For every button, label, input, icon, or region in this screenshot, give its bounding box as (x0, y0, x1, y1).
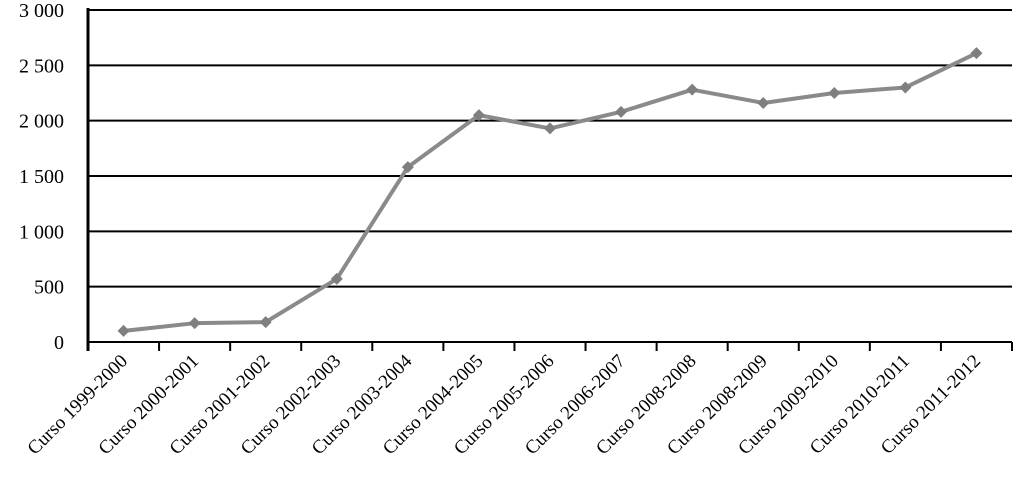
data-point-marker (615, 105, 628, 118)
data-point-marker (828, 87, 841, 99)
data-point-marker (330, 272, 343, 285)
data-point-marker (899, 81, 912, 94)
series-line (121, 51, 979, 333)
data-point-marker (757, 96, 770, 109)
y-axis-label: 1 500 (19, 166, 64, 188)
y-axis-label: 500 (34, 277, 64, 299)
data-point-marker (970, 47, 983, 60)
data-point-marker (472, 109, 485, 122)
data-point-marker (544, 122, 556, 135)
y-axis-label: 2 000 (19, 111, 64, 133)
y-axis-label: 1 000 (19, 221, 64, 243)
y-axis-label: 0 (54, 332, 64, 354)
data-point-marker (188, 317, 201, 330)
data-point-marker (401, 161, 414, 174)
data-point-marker (117, 324, 130, 337)
y-axis-label: 3 000 (19, 0, 64, 22)
data-point-marker (686, 83, 699, 96)
data-point-marker (259, 316, 272, 329)
y-axis-label: 2 500 (19, 55, 64, 77)
